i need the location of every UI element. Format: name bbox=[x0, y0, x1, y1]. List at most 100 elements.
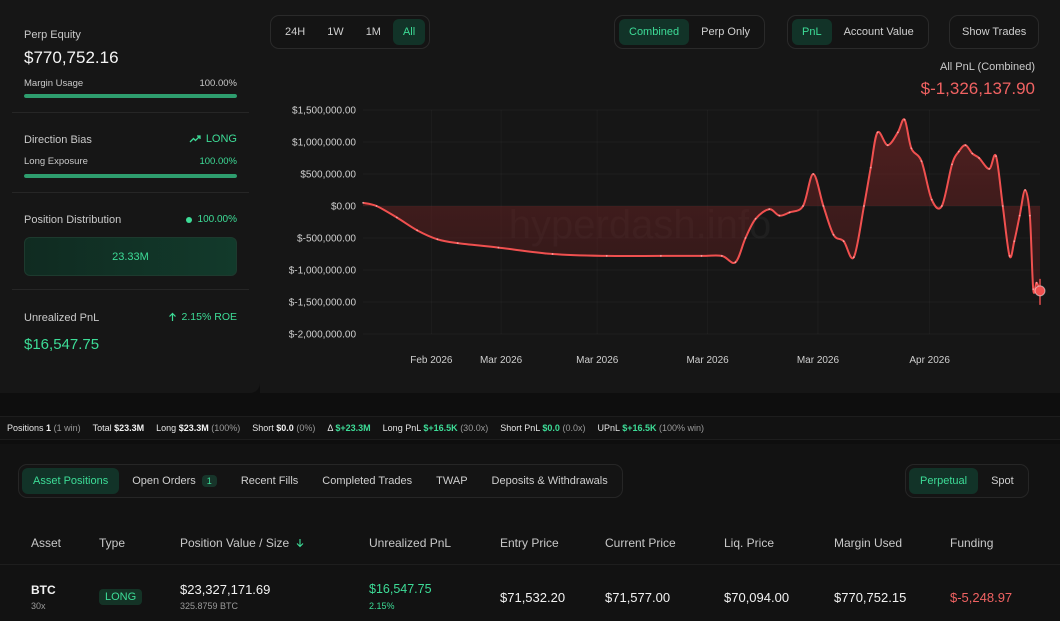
position-distribution-value: 100.00% bbox=[197, 214, 237, 225]
current-value-dot bbox=[1034, 285, 1046, 297]
y-axis: $1,500,000.00 $1,000,000.00 $500,000.00 $0.… bbox=[289, 106, 357, 341]
col-header-margin-used[interactable]: Margin Used bbox=[834, 536, 903, 550]
show-trades-toggle: Show Trades bbox=[949, 15, 1040, 49]
tab-perpetual[interactable]: Perpetual bbox=[909, 468, 979, 494]
pnl-data-point bbox=[978, 157, 980, 159]
y-tick-label: $-2,000,000.00 bbox=[289, 330, 357, 341]
col-header-position-value[interactable]: Position Value / Size bbox=[180, 536, 305, 550]
col-header-current-price[interactable]: Current Price bbox=[605, 536, 676, 550]
y-tick-label: $-1,000,000.00 bbox=[289, 266, 357, 277]
stat-long-value: $23.3M bbox=[178, 423, 209, 433]
pnl-data-point bbox=[1024, 189, 1027, 191]
pnl-data-point bbox=[869, 166, 872, 169]
pnl-data-point bbox=[700, 255, 703, 257]
pnl-data-point bbox=[1013, 240, 1016, 243]
stat-short-pnl: Short PnL $0.0 (0.0x) bbox=[500, 423, 585, 433]
tab-asset-positions-label: Asset Positions bbox=[33, 475, 109, 487]
tab-completed-trades-label: Completed Trades bbox=[322, 475, 413, 487]
margin-usage-bar bbox=[24, 94, 237, 98]
mode-combined-button[interactable]: Combined bbox=[619, 19, 690, 45]
row-asset[interactable]: BTC bbox=[31, 583, 56, 597]
y-tick-label: $1,500,000.00 bbox=[292, 106, 356, 117]
col-header-type[interactable]: Type bbox=[99, 536, 126, 550]
stat-positions-label: Positions bbox=[7, 423, 44, 433]
show-trades-button[interactable]: Show Trades bbox=[962, 26, 1027, 38]
pnl-data-point bbox=[436, 238, 439, 241]
tab-deposits-withdrawals[interactable]: Deposits & Withdrawals bbox=[481, 468, 619, 494]
pnl-data-point bbox=[362, 201, 364, 204]
stat-long-label: Long bbox=[156, 423, 177, 433]
y-tick-label: $1,000,000.00 bbox=[292, 138, 356, 149]
stat-delta-value: $+23.3M bbox=[335, 423, 371, 433]
pnl-data-point bbox=[930, 198, 933, 201]
range-1w-button[interactable]: 1W bbox=[327, 26, 344, 38]
col-header-funding[interactable]: Funding bbox=[950, 536, 994, 550]
col-header-liq-price[interactable]: Liq. Price bbox=[724, 536, 775, 550]
pnl-chart[interactable]: hyperdash.info $1,500,000.00$1,000,000.0… bbox=[260, 0, 1060, 393]
trending-up-icon bbox=[189, 135, 201, 143]
long-exposure-bar-fill bbox=[24, 174, 237, 178]
pnl-area bbox=[363, 119, 1040, 293]
range-24h-button[interactable]: 24H bbox=[285, 26, 306, 38]
pnl-line bbox=[362, 118, 1041, 294]
pnl-data-point bbox=[940, 205, 943, 207]
tab-completed-trades[interactable]: Completed Trades bbox=[311, 468, 423, 494]
pnl-data-point bbox=[995, 155, 997, 157]
range-1m-button[interactable]: 1M bbox=[365, 26, 381, 38]
stat-total-value: $23.3M bbox=[114, 423, 145, 433]
market-tabs: Perpetual Spot bbox=[905, 464, 1029, 498]
stat-positions-value: 1 bbox=[46, 423, 52, 433]
row-position-value: $23,327,171.69 bbox=[180, 582, 271, 597]
direction-bias-section: Direction Bias LONG Long Exposure 100.00… bbox=[12, 113, 249, 193]
perp-equity-section: Perp Equity $770,752.16 Margin Usage 100… bbox=[12, 0, 249, 113]
mode-perp-only-button[interactable]: Perp Only bbox=[701, 26, 751, 38]
unrealized-roe-value: 2.15% ROE bbox=[181, 311, 237, 323]
row-leverage: 30x bbox=[31, 601, 46, 611]
tab-twap[interactable]: TWAP bbox=[425, 468, 478, 494]
position-distribution: 100.00% bbox=[185, 214, 237, 225]
tab-open-orders[interactable]: Open Orders 1 bbox=[121, 468, 228, 494]
tab-asset-positions[interactable]: Asset Positions bbox=[22, 468, 120, 494]
direction-bias: LONG bbox=[189, 133, 237, 145]
col-header-asset[interactable]: Asset bbox=[31, 536, 62, 550]
pnl-data-point bbox=[497, 246, 500, 249]
open-orders-count-badge: 1 bbox=[201, 475, 217, 487]
pnl-data-point bbox=[1032, 288, 1035, 291]
row-margin-used: $770,752.15 bbox=[834, 590, 907, 605]
stat-positions-note: (1 win) bbox=[53, 423, 81, 433]
pnl-data-point bbox=[1008, 255, 1011, 257]
direction-bias-value: LONG bbox=[205, 133, 237, 145]
y-tick-label: $0.00 bbox=[331, 202, 356, 213]
tab-recent-fills[interactable]: Recent Fills bbox=[230, 468, 309, 494]
table-row[interactable]: BTC 30x LONG $23,327,171.69 325.8759 BTC… bbox=[0, 564, 1060, 621]
y-tick-label: $-500,000.00 bbox=[297, 234, 356, 245]
position-distribution-section: Position Distribution 100.00% 23.33M bbox=[12, 193, 249, 290]
stat-delta-label: Δ bbox=[327, 423, 333, 433]
tab-spot[interactable]: Spot bbox=[991, 475, 1014, 487]
pnl-data-point bbox=[659, 255, 662, 257]
x-tick-label: Mar 2026 bbox=[480, 355, 523, 366]
col-header-entry-price[interactable]: Entry Price bbox=[500, 536, 559, 550]
margin-usage-label: Margin Usage bbox=[24, 78, 84, 89]
metric-pnl-button[interactable]: PnL bbox=[792, 19, 832, 45]
pnl-data-point bbox=[375, 205, 378, 207]
distribution-bar-btc[interactable]: 23.33M bbox=[24, 237, 237, 276]
metric-account-value-button[interactable]: Account Value bbox=[843, 26, 914, 38]
pnl-data-point bbox=[734, 261, 737, 264]
pnl-area-fill bbox=[363, 119, 1040, 293]
pnl-data-point bbox=[456, 242, 459, 245]
tab-recent-fills-label: Recent Fills bbox=[240, 475, 299, 487]
range-selector: 24H 1W 1M All bbox=[270, 15, 431, 49]
range-all-button[interactable]: All bbox=[392, 19, 426, 45]
pnl-data-point bbox=[395, 216, 398, 219]
pnl-data-point bbox=[1018, 214, 1021, 217]
stat-long-pnl-note: (30.0x) bbox=[460, 423, 489, 433]
pnl-data-point bbox=[551, 253, 554, 255]
perp-equity-value: $770,752.16 bbox=[24, 48, 119, 67]
row-unrealized-pct: 2.15% bbox=[369, 601, 395, 611]
stat-long-pnl: Long PnL $+16.5K (30.0x) bbox=[383, 423, 489, 433]
col-header-unrealized-pnl[interactable]: Unrealized PnL bbox=[369, 536, 452, 550]
stat-upnl-label: UPnL bbox=[597, 423, 620, 433]
tab-twap-label: TWAP bbox=[436, 475, 468, 487]
stat-total-label: Total bbox=[92, 423, 112, 433]
